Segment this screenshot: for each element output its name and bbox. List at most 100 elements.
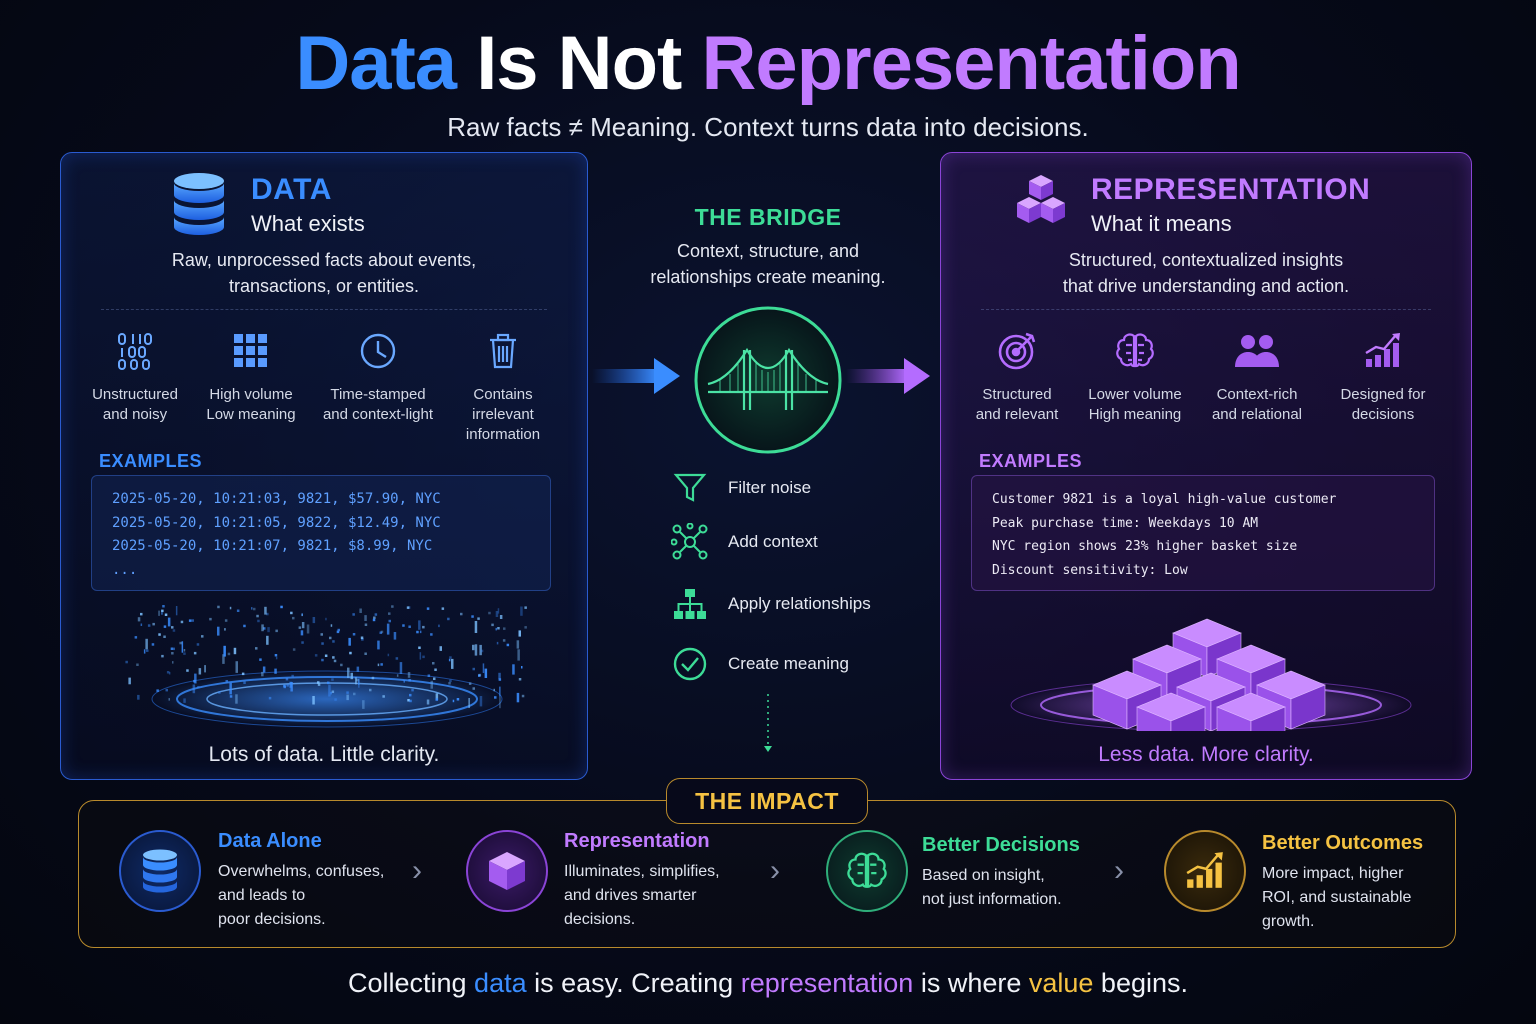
particle: [364, 652, 367, 655]
particle: [399, 662, 403, 674]
particle: [183, 652, 186, 655]
particle: [337, 628, 340, 632]
feature-high-volume: High volume Low meaning: [191, 329, 311, 425]
particle: [332, 640, 335, 643]
particle: [364, 623, 368, 626]
particle: [161, 654, 164, 658]
particle: [358, 683, 360, 688]
brain-icon: [1075, 329, 1195, 373]
particle: [158, 633, 161, 636]
particle: [497, 608, 500, 614]
particle: [171, 652, 174, 655]
particle: [395, 657, 399, 660]
particle: [468, 682, 472, 685]
particle: [227, 652, 231, 656]
particle: [439, 646, 442, 651]
particle: [393, 632, 397, 640]
feature-label: Lower volume: [1088, 386, 1182, 403]
particle: [243, 681, 246, 684]
particle: [235, 661, 238, 673]
particle: [289, 681, 292, 688]
particle: [362, 700, 365, 709]
particle: [356, 678, 359, 682]
particle: [137, 694, 140, 700]
people-icon: [1197, 329, 1317, 373]
particle: [243, 624, 246, 628]
particle: [430, 633, 433, 636]
particle: [498, 672, 501, 680]
step-label: Apply relationships: [728, 594, 871, 613]
step-label: Add context: [728, 532, 818, 551]
grid-icon: [191, 329, 311, 373]
particle: [188, 619, 192, 622]
particle: [241, 672, 245, 676]
particle: [484, 668, 488, 678]
particle: [456, 698, 460, 701]
example-line: Discount sensitivity: Low: [992, 562, 1188, 578]
particle: [521, 694, 525, 698]
particle: [409, 699, 412, 703]
particle: [372, 618, 376, 622]
impact-item-description: Illuminates, simplifies, and drives smart…: [564, 860, 720, 932]
representation-panel-description: Structured, contextualized insights that…: [941, 247, 1471, 299]
tagline-highlight-representation: representation: [740, 968, 914, 998]
particle: [235, 694, 238, 704]
data-particles-illustration: [125, 605, 527, 728]
particle: [193, 679, 196, 683]
feature-label: Designed for: [1340, 386, 1426, 403]
particle: [369, 688, 372, 692]
particle: [301, 613, 303, 616]
particle: [491, 623, 494, 627]
particle: [300, 630, 304, 636]
particle: [407, 672, 411, 678]
particle: [143, 649, 146, 654]
particle: [478, 674, 481, 677]
particle: [332, 656, 335, 659]
particle: [218, 691, 221, 694]
data-panel: DATA What exists Raw, unprocessed facts …: [60, 152, 588, 780]
representation-panel: REPRESENTATION What it means Structured,…: [940, 152, 1472, 780]
particle: [495, 611, 499, 617]
particle: [516, 692, 520, 703]
impact-item-title: Data Alone: [218, 830, 322, 852]
arrow-right-purple-icon: [846, 358, 930, 394]
particle: [347, 667, 350, 678]
example-line: 2025-05-20, 10:21:07, 9821, $8.99, NYC: [112, 538, 433, 554]
down-dotted-arrow-icon: [764, 694, 772, 752]
particle: [418, 646, 421, 649]
particle: [229, 695, 233, 698]
particle: [396, 674, 399, 677]
particle: [162, 605, 165, 608]
particle: [472, 667, 475, 671]
step-label: Create meaning: [728, 654, 849, 673]
example-line: 2025-05-20, 10:21:03, 9821, $57.90, NYC: [112, 491, 441, 507]
example-line: NYC region shows 23% higher basket size: [992, 539, 1298, 554]
particle: [314, 654, 318, 657]
particle: [502, 639, 506, 642]
particle: [331, 690, 335, 693]
feature-label: High meaning: [1088, 406, 1182, 423]
data-panel-description: Raw, unprocessed facts about events, tra…: [61, 247, 587, 299]
particle: [503, 627, 506, 630]
particle: [364, 615, 367, 621]
particle: [183, 698, 186, 703]
particle: [448, 658, 451, 662]
particle: [329, 636, 332, 640]
particle: [388, 612, 391, 615]
impact-line: ROI, and sustainable: [1262, 889, 1412, 906]
particle: [166, 671, 170, 674]
particle: [348, 637, 351, 646]
check-circle-icon: [668, 644, 712, 684]
particle: [172, 629, 176, 632]
particle: [256, 614, 259, 618]
divider: [981, 309, 1431, 310]
particle: [468, 698, 470, 708]
page-subtitle: Raw facts ≠ Meaning. Context turns data …: [447, 112, 1089, 142]
particle: [171, 626, 174, 629]
clock-icon: [317, 329, 439, 373]
particle: [167, 617, 171, 627]
particle: [330, 691, 332, 695]
step-label: Filter noise: [728, 478, 812, 497]
particle: [517, 649, 520, 661]
particle: [432, 662, 435, 665]
